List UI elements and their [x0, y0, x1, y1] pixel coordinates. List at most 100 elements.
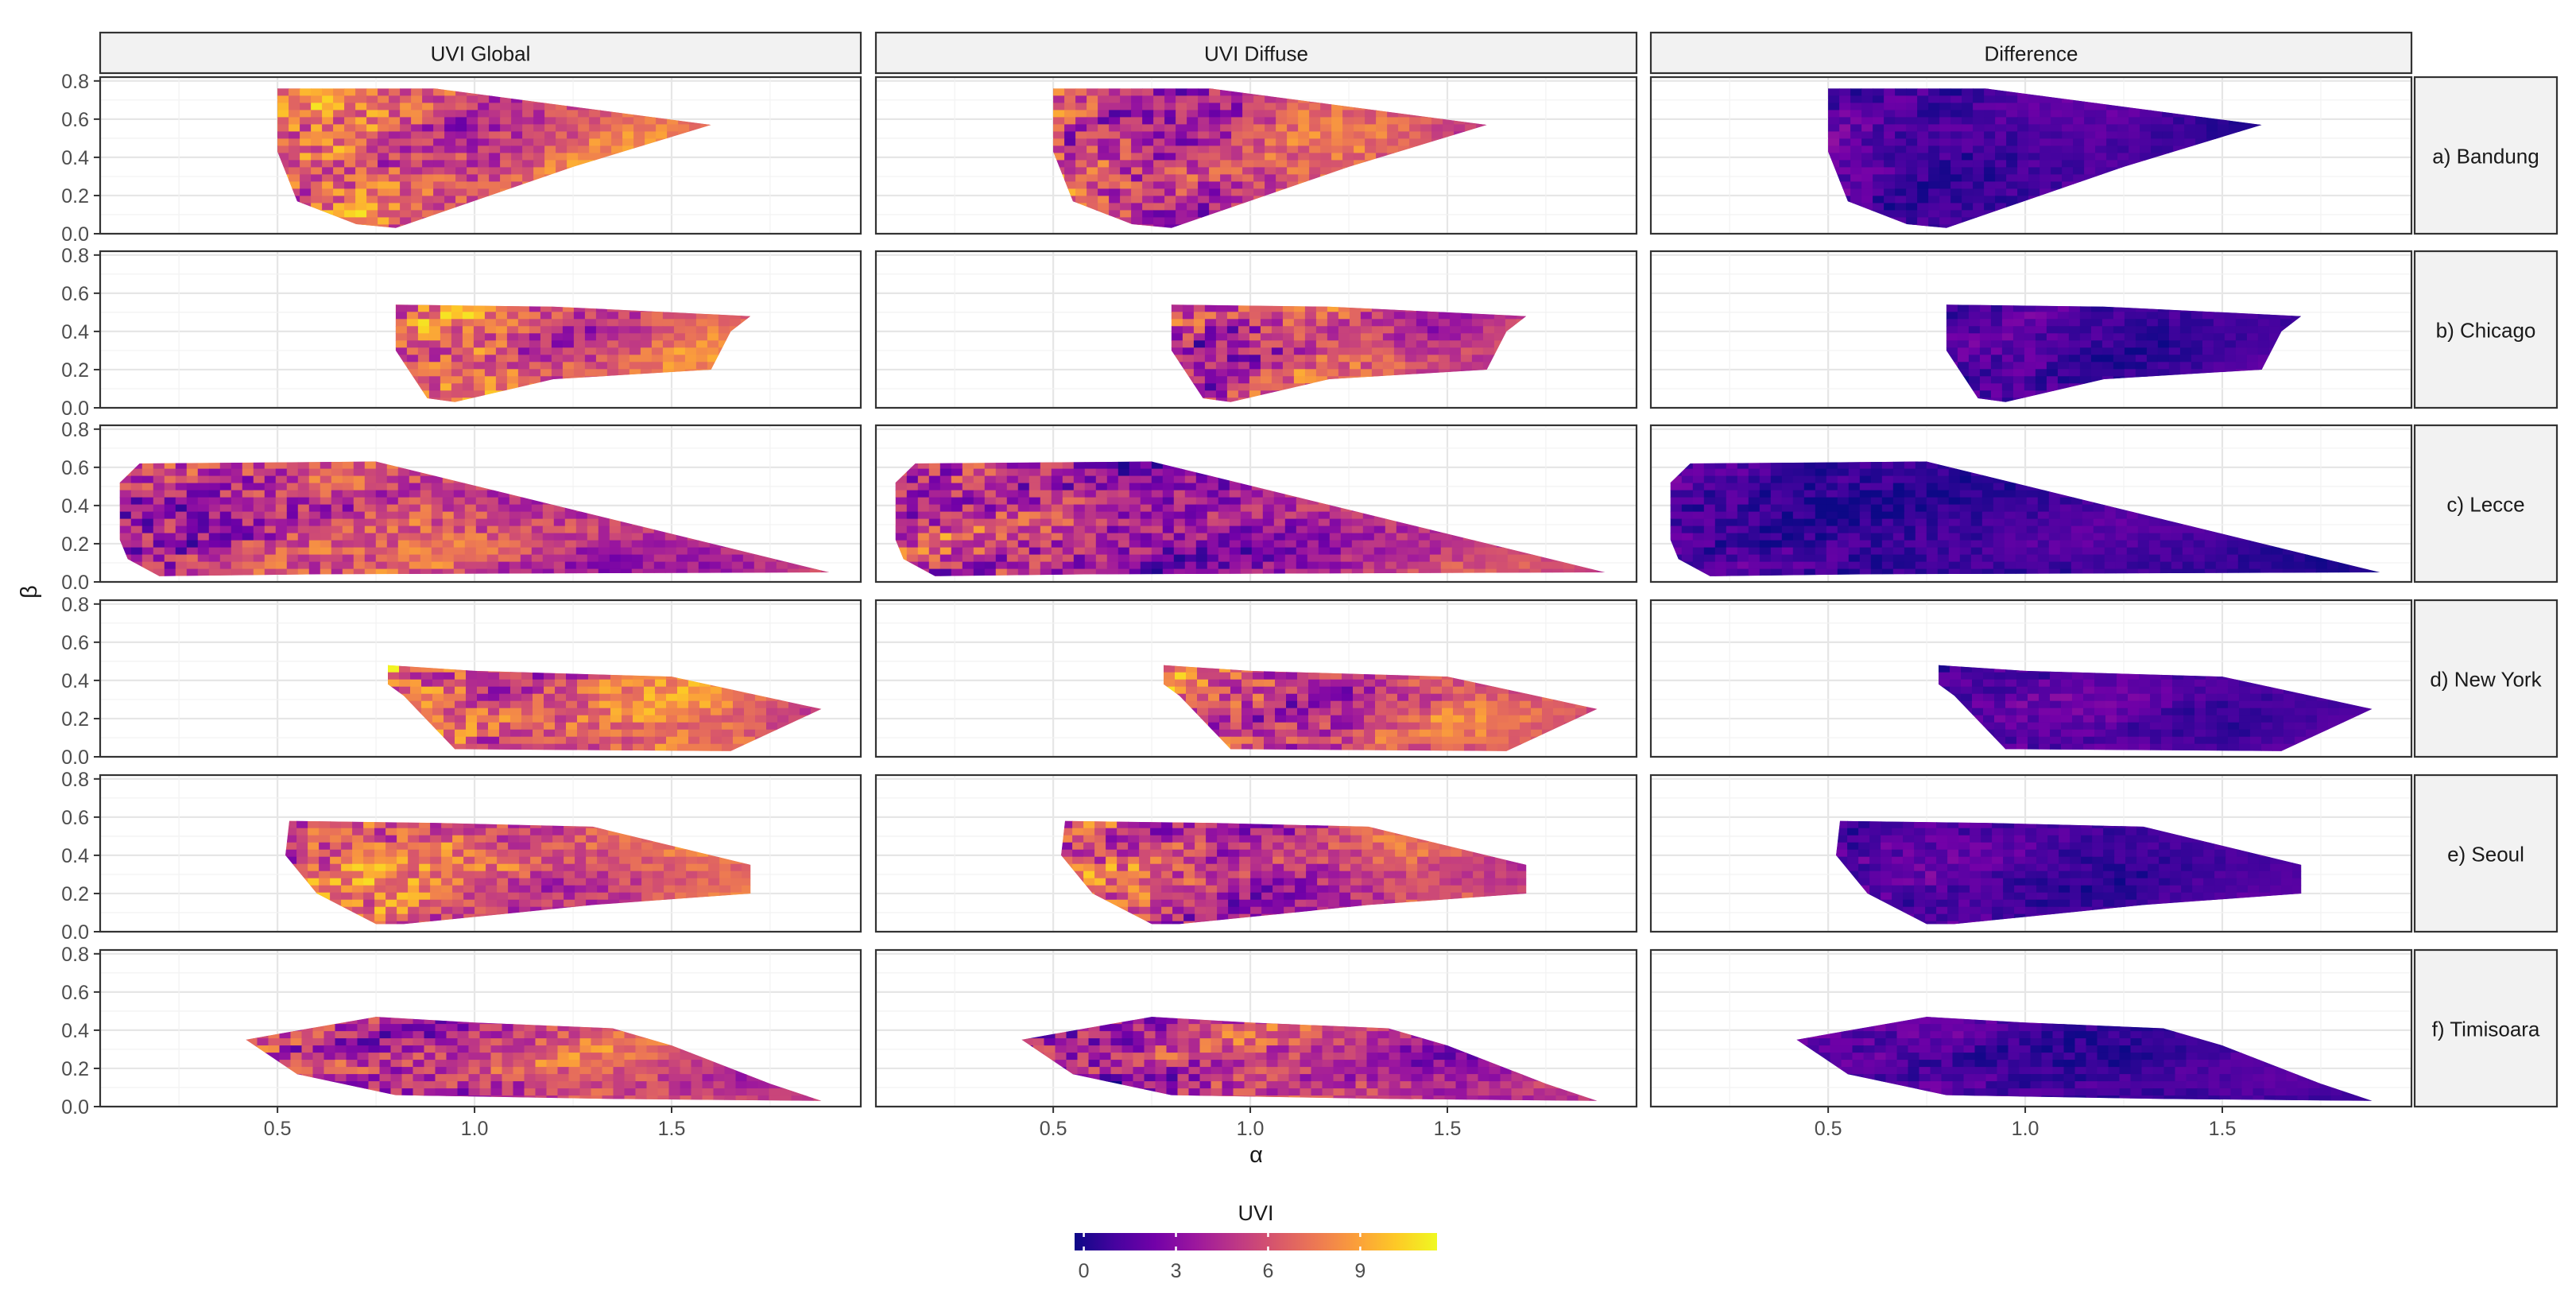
- heatmap-cell: [1276, 231, 1288, 239]
- heatmap-cell: [2173, 196, 2185, 204]
- heatmap-cell: [1438, 376, 1451, 384]
- heatmap-cell: [544, 110, 556, 118]
- heatmap-cell: [2035, 304, 2047, 312]
- heatmap-cell: [1064, 160, 1076, 168]
- heatmap-cell: [2079, 397, 2092, 402]
- heatmap-cell: [1465, 145, 1477, 153]
- heatmap-cell: [1476, 231, 1488, 239]
- heatmap-cell: [2051, 131, 2063, 139]
- heatmap-cell: [1906, 196, 1918, 204]
- heatmap-cell: [2146, 304, 2159, 312]
- heatmap-cell: [1176, 138, 1187, 146]
- heatmap-cell: [2017, 153, 2029, 161]
- heatmap-cell: [529, 397, 541, 402]
- heatmap-cell: [1979, 347, 1992, 355]
- heatmap-cell: [589, 181, 601, 189]
- heatmap-cell: [600, 153, 612, 161]
- heatmap-cell: [645, 203, 657, 211]
- heatmap-cell: [622, 103, 634, 111]
- heatmap-cell: [1193, 397, 1206, 402]
- heatmap-cell: [1460, 397, 1473, 402]
- heatmap-cell: [1109, 131, 1121, 139]
- heatmap-cell: [1053, 138, 1065, 146]
- heatmap-cell: [1304, 319, 1317, 327]
- heatmap-cell: [556, 231, 567, 239]
- heatmap-cell: [417, 383, 430, 391]
- heatmap-cell: [2051, 167, 2063, 175]
- heatmap-cell: [1476, 88, 1487, 96]
- heatmap-cell: [344, 117, 356, 125]
- heatmap-cell: [1873, 138, 1885, 146]
- heatmap-cell: [2106, 203, 2118, 211]
- heatmap-cell: [1957, 383, 1970, 391]
- heatmap-cell: [1282, 369, 1295, 377]
- heatmap-cell: [1528, 326, 1540, 334]
- heatmap-cell: [2257, 333, 2270, 341]
- heatmap-cell: [1120, 88, 1132, 96]
- heatmap-cell: [2028, 217, 2040, 225]
- heatmap-cell: [633, 181, 645, 189]
- heatmap-cell: [2202, 390, 2214, 398]
- heatmap-cell: [640, 312, 653, 320]
- heatmap-cell: [1171, 390, 1172, 398]
- heatmap-cell: [2179, 304, 2192, 312]
- heatmap-cell: [467, 145, 478, 153]
- heatmap-cell: [1354, 181, 1365, 189]
- heatmap-cell: [1053, 103, 1054, 111]
- heatmap-cell: [1053, 88, 1065, 89]
- heatmap-cell: [1249, 312, 1261, 320]
- heatmap-cell: [1427, 397, 1439, 402]
- heatmap-cell: [1917, 145, 1929, 153]
- heatmap-cell: [1482, 304, 1495, 305]
- heatmap-cell: [433, 124, 445, 132]
- heatmap-cell: [1861, 95, 1873, 103]
- heatmap-cell: [1053, 203, 1054, 211]
- heatmap-cell: [1990, 383, 2003, 391]
- heatmap-cell: [2213, 326, 2225, 334]
- heatmap-cell: [1164, 231, 1176, 239]
- heatmap-cell: [645, 124, 657, 132]
- heatmap-cell: [1293, 347, 1306, 355]
- heatmap-cell: [277, 88, 289, 96]
- heatmap-cell: [2124, 376, 2136, 384]
- heatmap-cell: [1973, 217, 1985, 225]
- heatmap-cell: [1354, 95, 1365, 103]
- heatmap-cell: [1249, 340, 1261, 348]
- heatmap-cell: [1950, 138, 1962, 146]
- heatmap-cell: [1873, 153, 1885, 161]
- heatmap-cell: [1928, 153, 1940, 161]
- heatmap-cell: [1109, 145, 1121, 153]
- heatmap-cell: [1220, 203, 1232, 211]
- heatmap-cell: [667, 224, 679, 228]
- heatmap-cell: [311, 196, 323, 204]
- heatmap-cell: [395, 304, 397, 312]
- heatmap-cell: [253, 490, 265, 498]
- heatmap-cell: [1416, 347, 1428, 355]
- heatmap-cell: [2251, 138, 2262, 146]
- heatmap-cell: [1131, 174, 1143, 182]
- heatmap-cell: [1342, 203, 1354, 211]
- heatmap-cell: [2157, 347, 2170, 355]
- heatmap-cell: [2235, 369, 2248, 377]
- heatmap-cell: [595, 319, 608, 327]
- heatmap-cell: [433, 145, 445, 153]
- heatmap-cell: [573, 326, 586, 334]
- heatmap-cell: [642, 497, 655, 506]
- heatmap-cell: [208, 475, 221, 484]
- heatmap-cell: [1276, 117, 1288, 125]
- heatmap-cell: [2146, 376, 2159, 384]
- heatmap-cell: [2291, 390, 2302, 398]
- heatmap-cell: [707, 340, 719, 348]
- heatmap-cell: [1220, 88, 1232, 96]
- heatmap-cell: [1349, 333, 1362, 341]
- heatmap-cell: [355, 160, 367, 168]
- heatmap-cell: [400, 103, 412, 111]
- heatmap-cell: [1990, 390, 2003, 398]
- heatmap-cell: [1315, 304, 1328, 312]
- heatmap-cell: [1946, 326, 1958, 334]
- heatmap-cell: [517, 326, 530, 334]
- heatmap-cell: [2001, 362, 2014, 370]
- heatmap-cell: [2140, 95, 2152, 103]
- heatmap-cell: [1387, 145, 1399, 153]
- heatmap-cell: [2262, 167, 2274, 175]
